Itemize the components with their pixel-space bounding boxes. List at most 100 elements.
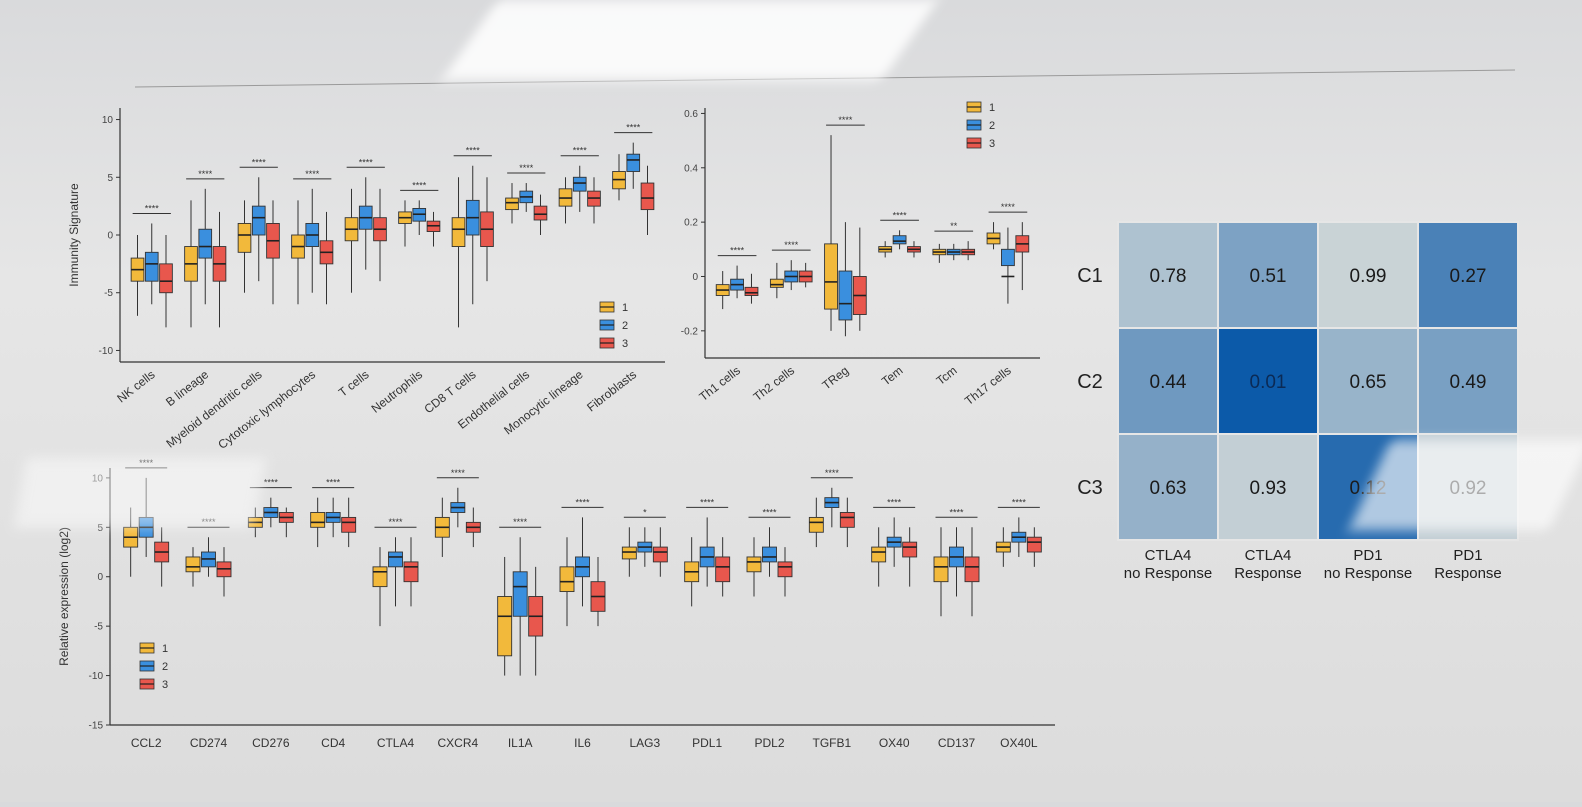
heatmap-cell-value: 0.78 xyxy=(1150,266,1187,287)
box-1 xyxy=(933,556,949,583)
significance-label: **** xyxy=(359,157,374,167)
y-tick-label: -5 xyxy=(104,288,113,299)
panel-expression: -15-10-50510Relative expression (log2)**… xyxy=(57,458,1055,750)
significance-label: **** xyxy=(513,517,528,527)
screen-glare-right xyxy=(1349,440,1582,530)
legend-label: 3 xyxy=(622,338,628,350)
heatmap-col-label: Response xyxy=(1434,565,1502,582)
heatmap-cell-value: 0.65 xyxy=(1350,372,1387,393)
x-tick-label: PDL1 xyxy=(692,736,722,750)
box-1 xyxy=(310,512,326,528)
y-tick-label: 5 xyxy=(97,523,103,534)
x-tick-label: CTLA4 xyxy=(377,736,415,750)
heatmap-row-label: C1 xyxy=(1077,265,1103,287)
x-tick-label: OX40 xyxy=(879,736,910,750)
box-1 xyxy=(559,566,575,593)
heatmap-col-label: no Response xyxy=(1324,565,1412,582)
legend-label: 1 xyxy=(622,302,628,314)
significance-label: **** xyxy=(326,478,341,488)
y-tick-label: 5 xyxy=(107,173,113,184)
box-1 xyxy=(185,556,201,573)
box-2 xyxy=(838,270,853,321)
y-tick-label: -10 xyxy=(99,346,114,357)
significance-label: **** xyxy=(573,146,588,156)
heatmap-cell-value: 0.01 xyxy=(1250,372,1287,393)
heatmap-row-label: C3 xyxy=(1077,477,1103,499)
x-tick-label: Myeloid dendritic cells xyxy=(163,367,264,450)
significance-label: **** xyxy=(730,246,745,256)
box-1 xyxy=(824,243,838,310)
x-tick-label: LAG3 xyxy=(629,736,660,750)
heatmap-cell-value: 0.49 xyxy=(1450,372,1487,393)
box-3 xyxy=(159,263,173,294)
y-tick-label: 0.2 xyxy=(684,218,698,229)
box-2 xyxy=(762,546,777,563)
y-tick-label: 10 xyxy=(102,115,114,126)
x-tick-label: Th2 cells xyxy=(751,363,797,404)
significance-label: **** xyxy=(887,497,902,507)
significance-label: **** xyxy=(575,497,590,507)
significance-label: ** xyxy=(950,221,958,231)
box-3 xyxy=(640,182,655,211)
y-tick-label: 0 xyxy=(107,231,113,242)
heatmap-cell xyxy=(1117,433,1219,541)
legend-label: 2 xyxy=(162,661,168,673)
box-1 xyxy=(808,516,824,533)
significance-label: **** xyxy=(838,115,853,125)
box-2 xyxy=(144,251,159,282)
box-3 xyxy=(964,556,980,583)
significance-label: **** xyxy=(305,169,320,179)
significance-label: **** xyxy=(784,240,799,250)
heatmap-cell-value: 0.63 xyxy=(1150,478,1187,499)
significance-label: **** xyxy=(466,146,481,156)
significance-label: **** xyxy=(198,169,213,179)
y-tick-label: -5 xyxy=(94,622,103,633)
x-tick-label: TGFB1 xyxy=(812,736,851,750)
box-1 xyxy=(497,596,513,657)
box-3 xyxy=(777,561,793,578)
y-tick-label: 0.4 xyxy=(684,163,698,174)
heatmap-cell xyxy=(1217,327,1319,435)
y-tick-label: -0.2 xyxy=(681,326,699,337)
significance-label: **** xyxy=(145,203,160,213)
x-tick-label: Th1 cells xyxy=(696,363,742,404)
box-3 xyxy=(341,516,357,533)
heatmap-cell-value: 0.93 xyxy=(1250,478,1287,499)
significance-label: **** xyxy=(893,210,908,220)
significance-label: **** xyxy=(201,517,216,527)
legend-label: 2 xyxy=(989,120,995,132)
box-3 xyxy=(403,561,419,583)
legend-label: 1 xyxy=(162,643,168,655)
box-2 xyxy=(251,205,266,236)
heatmap-cell xyxy=(1217,433,1319,541)
significance-label: **** xyxy=(626,123,641,133)
significance-label: **** xyxy=(949,507,964,517)
box-1 xyxy=(746,556,762,573)
x-tick-label: Neutrophils xyxy=(369,367,425,415)
y-axis-title: Relative expression (log2) xyxy=(57,527,71,666)
box-3 xyxy=(533,205,548,221)
box-1 xyxy=(871,546,887,563)
x-tick-label: Th17 cells xyxy=(962,363,1014,408)
box-2 xyxy=(512,571,528,617)
box-1 xyxy=(451,217,466,247)
significance-label: * xyxy=(643,507,647,517)
heatmap-cell-value: 0.27 xyxy=(1450,266,1487,287)
significance-label: **** xyxy=(1001,202,1016,212)
box-1 xyxy=(237,223,252,253)
box-2 xyxy=(198,228,213,259)
y-tick-label: 0 xyxy=(692,272,698,283)
x-tick-label: B lineage xyxy=(163,367,211,409)
panel-immunity: -10 -5 0 5 10 Immunity Signature **** NK cells *… xyxy=(67,108,665,452)
x-tick-label: IL1A xyxy=(508,736,533,750)
heatmap-row-label: C2 xyxy=(1077,371,1103,393)
screen-glare-left xyxy=(13,458,267,528)
significance-label: **** xyxy=(264,478,279,488)
x-tick-label: CD137 xyxy=(938,736,976,750)
heatmap-cell-value: 0.44 xyxy=(1150,372,1187,393)
x-tick-label: TReg xyxy=(820,363,852,392)
x-tick-label: Tcm xyxy=(934,363,960,388)
significance-label: **** xyxy=(825,468,840,478)
